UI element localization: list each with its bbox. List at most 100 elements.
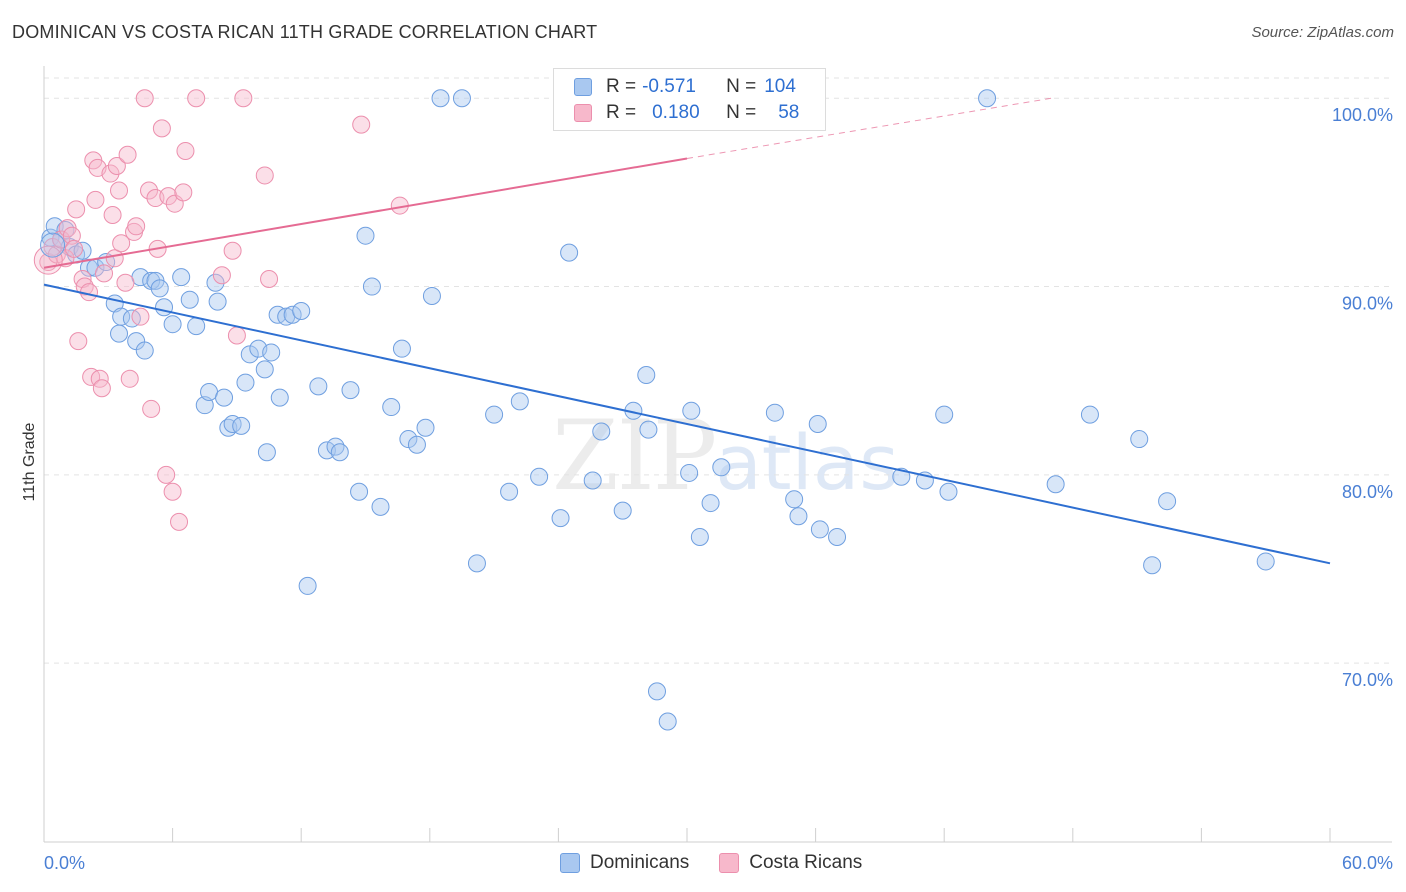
legend-r-value: 0.180: [652, 102, 700, 123]
trend-line-dominicans: [43, 283, 1331, 565]
point-costa-ricans: [174, 183, 193, 202]
point-costa-ricans: [212, 266, 231, 285]
point-dominicans: [356, 226, 375, 245]
point-dominicans: [500, 482, 519, 501]
point-dominicans: [240, 345, 259, 364]
point-costa-ricans: [67, 200, 86, 219]
point-dominicans: [200, 382, 219, 401]
point-dominicans: [978, 89, 997, 108]
y-tick-label: 100.0%: [1332, 105, 1393, 125]
point-dominicans: [592, 422, 611, 441]
point-costa-ricans: [105, 249, 124, 268]
chart-title: DOMINICAN VS COSTA RICAN 11TH GRADE CORR…: [12, 22, 598, 42]
point-costa-ricans: [170, 512, 189, 531]
point-dominicans: [232, 416, 251, 435]
point-dominicans: [40, 232, 66, 258]
point-costa-ricans: [110, 181, 129, 200]
point-dominicans: [530, 467, 549, 486]
point-dominicans: [785, 490, 804, 509]
point-dominicans: [257, 443, 276, 462]
point-costa-ricans: [131, 307, 150, 326]
point-dominicans: [690, 527, 709, 546]
x-tick-label: 60.0%: [1342, 853, 1393, 873]
point-dominicans: [1143, 556, 1162, 575]
point-costa-ricans: [65, 239, 84, 258]
point-costa-ricans: [159, 187, 178, 206]
point-costa-ricans: [118, 145, 137, 164]
point-dominicans: [939, 482, 958, 501]
point-costa-ricans: [52, 230, 71, 249]
point-dominicans: [110, 324, 129, 343]
y-axis-label: 11th Grade: [21, 422, 38, 501]
trend-lines: [43, 97, 1331, 565]
legend-r-label: R =: [606, 76, 637, 97]
point-costa-ricans: [157, 465, 176, 484]
point-costa-ricans: [234, 89, 253, 108]
legend-item-costa-ricans: Costa Ricans: [719, 852, 862, 874]
point-dominicans: [283, 305, 302, 324]
point-dominicans: [236, 373, 255, 392]
legend-r-value: -0.571: [642, 76, 696, 97]
point-costa-ricans: [187, 89, 206, 108]
point-dominicans: [407, 435, 426, 454]
point-dominicans: [583, 471, 602, 490]
point-dominicans: [362, 277, 381, 296]
point-dominicans: [647, 682, 666, 701]
point-dominicans: [187, 317, 206, 336]
legend-row-costa-ricans: R = 0.180 N = 58: [574, 101, 799, 125]
point-dominicans: [270, 388, 289, 407]
point-dominicans: [155, 298, 174, 317]
point-dominicans: [180, 290, 199, 309]
point-dominicans: [431, 89, 450, 108]
point-dominicans: [828, 527, 847, 546]
y-tick-label: 90.0%: [1342, 294, 1393, 314]
point-costa-ricans: [163, 482, 182, 501]
point-costa-ricans: [33, 245, 63, 275]
point-dominicans: [765, 403, 784, 422]
point-dominicans: [510, 392, 529, 411]
point-costa-ricans: [140, 181, 159, 200]
point-costa-ricans: [73, 270, 92, 289]
point-costa-ricans: [120, 369, 139, 388]
point-dominicans: [682, 401, 701, 420]
swatch-dominicans: [560, 853, 580, 873]
correlation-legend: R = -0.571 N = 104 R = 0.180 N = 58: [553, 68, 826, 131]
point-dominicans: [701, 494, 720, 513]
point-dominicans: [298, 576, 317, 595]
series-legend: Dominicans Costa Ricans: [560, 852, 892, 874]
y-tick-label: 80.0%: [1342, 482, 1393, 502]
point-costa-ricans: [223, 241, 242, 260]
legend-swatch-dominicans: [574, 78, 592, 96]
point-dominicans: [810, 520, 829, 539]
point-dominicans: [613, 501, 632, 520]
point-dominicans: [215, 388, 234, 407]
source-label: Source: ZipAtlas.com: [1251, 24, 1394, 41]
point-costa-ricans: [152, 119, 171, 138]
point-dominicans: [309, 377, 328, 396]
point-costa-ricans: [69, 332, 88, 351]
point-dominicans: [712, 458, 731, 477]
legend-label-costa-ricans: Costa Ricans: [749, 852, 863, 873]
legend-n-value: 104: [764, 76, 796, 97]
point-dominicans: [1130, 430, 1149, 449]
data-points: [33, 89, 1275, 731]
point-dominicans: [262, 343, 281, 362]
legend-row-dominicans: R = -0.571 N = 104: [574, 75, 796, 99]
legend-label-dominicans: Dominicans: [590, 852, 690, 873]
legend-swatch-costa-ricans: [574, 104, 592, 122]
tick-labels: 70.0% 80.0% 90.0% 100.0% 0.0% 60.0%: [44, 105, 1393, 873]
point-dominicans: [637, 366, 656, 385]
point-costa-ricans: [255, 166, 274, 185]
point-dominicans: [1046, 475, 1065, 494]
legend-n-value: 58: [778, 102, 800, 123]
point-dominicans: [1080, 405, 1099, 424]
point-costa-ricans: [227, 326, 246, 345]
legend-item-dominicans: Dominicans: [560, 852, 689, 874]
point-costa-ricans: [127, 217, 146, 236]
point-dominicans: [422, 286, 441, 305]
point-costa-ricans: [101, 164, 120, 183]
point-dominicans: [371, 497, 390, 516]
point-dominicans: [935, 405, 954, 424]
legend-n-label: N =: [726, 102, 757, 123]
